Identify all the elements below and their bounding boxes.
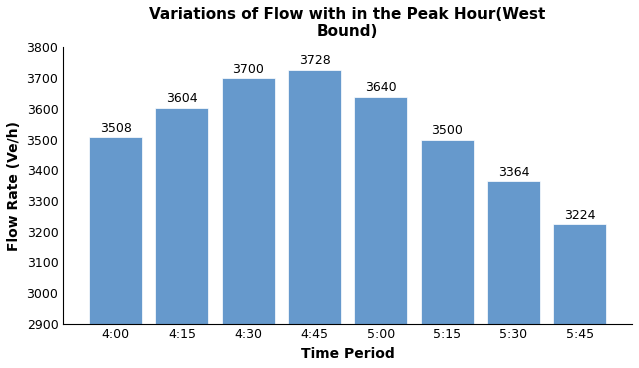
Text: 3500: 3500 xyxy=(431,124,463,137)
Text: 3700: 3700 xyxy=(232,63,264,76)
Bar xyxy=(288,70,341,323)
Title: Variations of Flow with in the Peak Hour(West
Bound): Variations of Flow with in the Peak Hour… xyxy=(150,7,546,39)
Y-axis label: Flow Rate (Ve/h): Flow Rate (Ve/h) xyxy=(7,121,21,251)
Text: 3640: 3640 xyxy=(365,81,397,94)
X-axis label: Time Period: Time Period xyxy=(301,347,394,361)
Bar xyxy=(420,139,473,323)
Bar xyxy=(155,107,208,323)
Text: 3508: 3508 xyxy=(100,121,132,135)
Text: 3224: 3224 xyxy=(564,209,596,222)
Bar xyxy=(222,78,275,323)
Text: 3364: 3364 xyxy=(498,166,529,179)
Text: 3728: 3728 xyxy=(298,54,330,67)
Text: 3604: 3604 xyxy=(166,92,197,105)
Bar xyxy=(89,137,142,323)
Bar xyxy=(354,96,407,323)
Bar xyxy=(487,181,540,323)
Bar xyxy=(553,224,606,323)
